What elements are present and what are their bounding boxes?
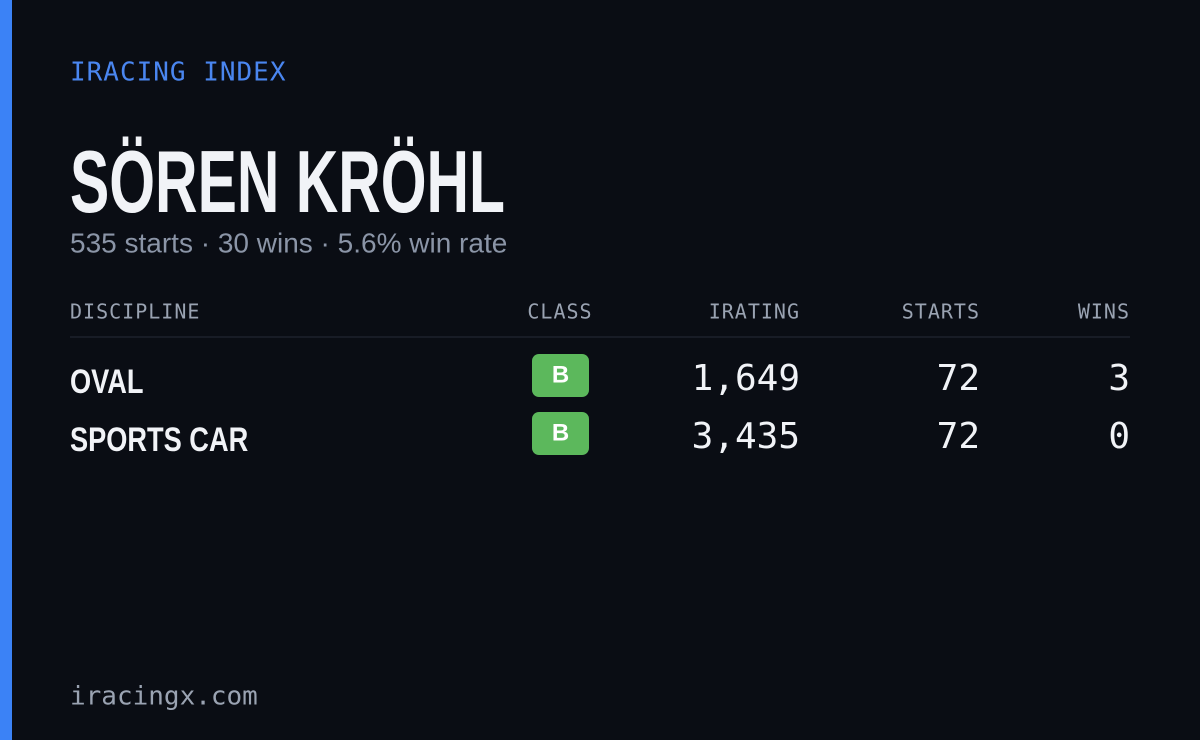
stat-value: 1,649 <box>692 358 800 399</box>
class-letter: B <box>552 419 569 446</box>
column-header: STARTS <box>902 300 980 324</box>
footer-site: iracingx.com <box>70 682 258 712</box>
column-header: IRATING <box>709 300 800 324</box>
stat-value: 72 <box>937 358 980 399</box>
stat-value: 3 <box>1108 358 1130 399</box>
driver-summary: 535 starts · 30 wins · 5.6% win rate <box>70 227 507 258</box>
stat-value: 0 <box>1108 416 1130 457</box>
brand-label: IRACING INDEX <box>70 58 287 88</box>
class-badge <box>532 412 589 455</box>
column-header: WINS <box>1078 300 1130 324</box>
stat-value: 3,435 <box>692 416 800 457</box>
column-header: CLASS <box>527 300 592 324</box>
driver-name: SÖREN KRÖHL <box>70 132 505 231</box>
discipline-name: SPORTS CAR <box>70 420 248 459</box>
discipline-wrap: SPORTS CAR <box>70 420 248 459</box>
stat-value: 72 <box>937 416 980 457</box>
column-header: DISCIPLINE <box>70 300 200 324</box>
class-letter: B <box>552 361 569 388</box>
accent-bar <box>0 0 12 740</box>
discipline-name: OVAL <box>70 362 143 401</box>
class-badge <box>532 354 589 397</box>
discipline-wrap: OVAL <box>70 362 143 401</box>
